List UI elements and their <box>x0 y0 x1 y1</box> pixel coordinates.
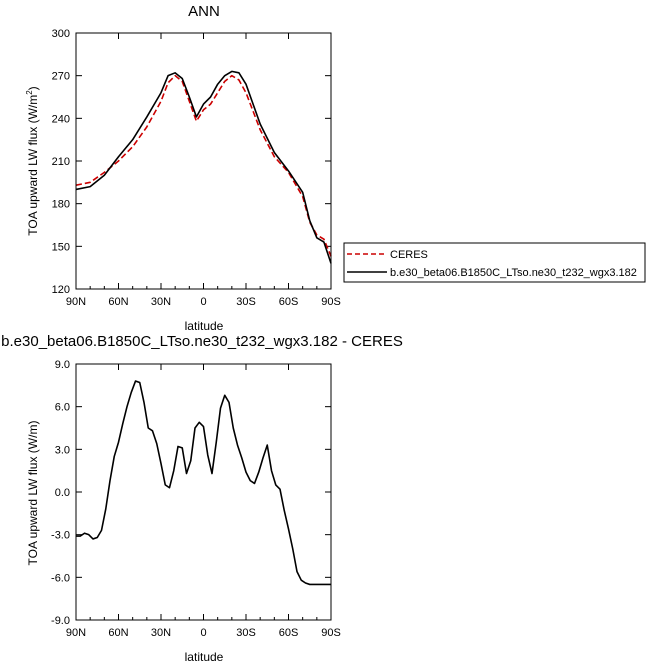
top-plot-frame <box>75 32 332 290</box>
svg-text:TOA upward LW flux (W/m2): TOA upward LW flux (W/m2) <box>25 86 40 235</box>
bottom-plot-frame <box>75 363 332 621</box>
top-x-tick-label: 60S <box>279 296 299 308</box>
bottom-x-tick-label: 30S <box>236 627 256 639</box>
bottom-x-tick-label: 30N <box>151 627 171 639</box>
top-x-tick-label: 30N <box>151 296 171 308</box>
bottom-y-tick-label: 3.0 <box>55 444 70 456</box>
bottom-y-tick-label: 0.0 <box>55 487 70 499</box>
bottom-y-tick-label: 6.0 <box>55 402 70 414</box>
top-y-tick-label: 180 <box>52 199 70 211</box>
bottom-chart-title: b.e30_beta06.B1850C_LTso.ne30_t232_wgx3.… <box>1 333 403 350</box>
top-chart-title: ANN <box>188 3 220 20</box>
bottom-y-tick-label: 9.0 <box>55 359 70 371</box>
top-axis-ticks: 90N 60N 30N 0 30S 60S 90S 120 150 180 210 240 270 300 <box>52 28 341 308</box>
top-y-axis-label-close: ) <box>26 86 40 90</box>
top-x-axis-label: latitude <box>185 319 224 333</box>
top-x-tick-label: 0 <box>200 296 206 308</box>
top-y-axis-label: TOA upward LW flux (W/m2) <box>25 86 40 235</box>
top-x-tick-label: 90S <box>321 296 341 308</box>
bottom-y-tick-label: -3.0 <box>51 530 70 542</box>
bottom-x-tick-label: 90S <box>321 627 341 639</box>
top-y-tick-label: 300 <box>52 28 70 40</box>
top-y-tick-label: 120 <box>52 284 70 296</box>
bottom-x-tick-label: 90N <box>66 627 86 639</box>
legend-model-label: b.e30_beta06.B1850C_LTso.ne30_t232_wgx3.… <box>390 267 637 279</box>
bottom-x-tick-label: 0 <box>200 627 206 639</box>
top-y-tick-label: 210 <box>52 156 70 168</box>
bottom-y-tick-label: -9.0 <box>51 615 70 627</box>
bottom-axis-ticks: 90N 60N 30N 0 30S 60S 90S -9.0 -6.0 -3.0 0.0 3.0 6.0… <box>51 359 341 639</box>
top-series-lines <box>75 70 332 264</box>
legend: CERES b.e30_beta06.B1850C_LTso.ne30_t232… <box>343 242 646 283</box>
top-y-tick-label: 270 <box>52 71 70 83</box>
top-x-tick-label: 90N <box>66 296 86 308</box>
top-x-tick-label: 30S <box>236 296 256 308</box>
bottom-y-tick-label: -6.0 <box>51 572 70 584</box>
bottom-y-axis-label: TOA upward LW flux (W/m) <box>26 421 40 566</box>
top-y-axis-label-sup: 2 <box>25 90 34 95</box>
legend-box <box>343 242 646 283</box>
top-y-tick-label: 150 <box>52 241 70 253</box>
bottom-series-lines <box>76 380 331 586</box>
top-y-tick-label: 240 <box>52 113 70 125</box>
bottom-x-tick-label: 60N <box>108 627 128 639</box>
bottom-x-tick-label: 60S <box>279 627 299 639</box>
top-series-line-b-e30-beta06-b1850c-ltso-ne30-t232-wgx3-182 <box>75 70 332 264</box>
top-y-axis-label-main: TOA upward LW flux (W/m <box>26 95 40 236</box>
bottom-series-line-0 <box>76 380 331 586</box>
top-series-line-ceres <box>75 74 332 257</box>
legend-ceres-label: CERES <box>390 249 428 261</box>
top-x-tick-label: 60N <box>108 296 128 308</box>
bottom-x-axis-label: latitude <box>185 650 224 664</box>
